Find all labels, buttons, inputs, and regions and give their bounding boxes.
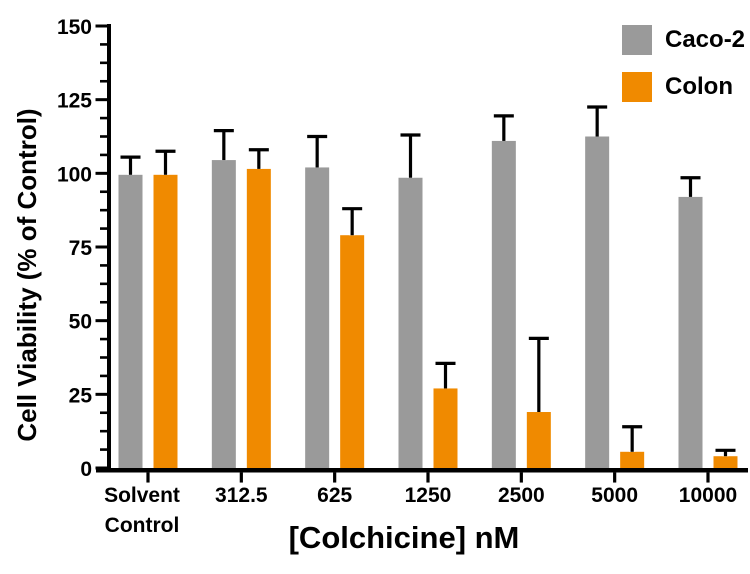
legend-swatch-caco-2 [622, 25, 652, 55]
bar-colon-10000 [713, 456, 738, 468]
x-tick-label-2500: 2500 [498, 484, 545, 507]
bar-caco-2-625 [305, 167, 330, 468]
x-tick-label-5000: 5000 [591, 484, 638, 507]
legend-swatch-colon [622, 72, 652, 102]
bar-colon-1250 [433, 388, 458, 468]
y-tick-label-150: 150 [57, 16, 92, 39]
y-tick-label-100: 100 [57, 163, 92, 186]
y-tick-label-75: 75 [69, 237, 93, 260]
x-axis-title: [Colchicine] nM [288, 520, 520, 555]
bar-caco-2-solvent-control [118, 174, 143, 468]
x-tick-label-1250: 1250 [405, 484, 452, 507]
x-tick-label-312.5: 312.5 [215, 484, 268, 507]
bar-caco-2-1250 [398, 177, 423, 468]
bar-colon-312.5 [246, 168, 271, 468]
legend-item-caco-2: Caco-2 [622, 25, 745, 55]
bar-caco-2-10000 [678, 196, 703, 468]
legend-item-colon: Colon [622, 72, 745, 102]
bar-caco-2-2500 [491, 140, 516, 469]
x-tick-label-solvent-control: Solvent Control [104, 484, 180, 537]
legend: Caco-2 Colon [622, 25, 745, 119]
bar-colon-solvent-control [153, 174, 178, 468]
bar-caco-2-5000 [585, 136, 610, 468]
x-tick-label-625: 625 [317, 484, 352, 507]
x-tick-label-10000: 10000 [679, 484, 737, 507]
legend-label-colon: Colon [665, 73, 733, 100]
y-tick-label-50: 50 [69, 311, 92, 334]
bar-caco-2-312.5 [211, 160, 236, 468]
bar-colon-5000 [620, 451, 645, 468]
legend-label-caco-2: Caco-2 [665, 26, 746, 53]
y-tick-label-125: 125 [57, 90, 92, 113]
y-tick-label-0: 0 [80, 458, 92, 481]
bar-colon-625 [340, 235, 365, 468]
y-tick-label-25: 25 [69, 384, 93, 407]
bar-colon-2500 [526, 412, 551, 468]
y-axis-title: Cell Viability (% of Control) [12, 108, 42, 442]
